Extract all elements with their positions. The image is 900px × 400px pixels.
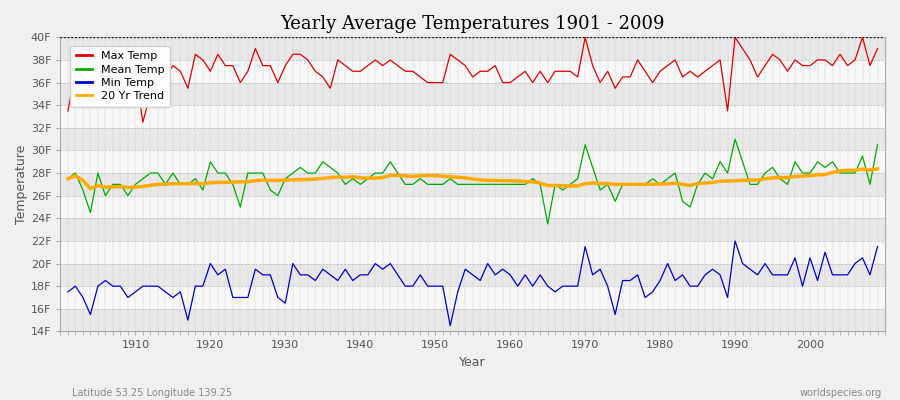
Bar bbox=[60, 37, 885, 60]
Text: worldspecies.org: worldspecies.org bbox=[800, 388, 882, 398]
Bar bbox=[60, 309, 885, 332]
Bar bbox=[60, 173, 885, 196]
X-axis label: Year: Year bbox=[459, 356, 486, 369]
Bar bbox=[60, 128, 885, 150]
Bar bbox=[60, 82, 885, 105]
Bar bbox=[60, 105, 885, 128]
Bar bbox=[60, 286, 885, 309]
Bar bbox=[60, 264, 885, 286]
Title: Yearly Average Temperatures 1901 - 2009: Yearly Average Temperatures 1901 - 2009 bbox=[281, 15, 665, 33]
Bar bbox=[60, 196, 885, 218]
Y-axis label: Temperature: Temperature bbox=[15, 145, 28, 224]
Bar bbox=[60, 150, 885, 173]
Bar bbox=[60, 60, 885, 82]
Bar bbox=[60, 218, 885, 241]
Bar bbox=[60, 241, 885, 264]
Text: Latitude 53.25 Longitude 139.25: Latitude 53.25 Longitude 139.25 bbox=[72, 388, 232, 398]
Legend: Max Temp, Mean Temp, Min Temp, 20 Yr Trend: Max Temp, Mean Temp, Min Temp, 20 Yr Tre… bbox=[70, 46, 170, 107]
